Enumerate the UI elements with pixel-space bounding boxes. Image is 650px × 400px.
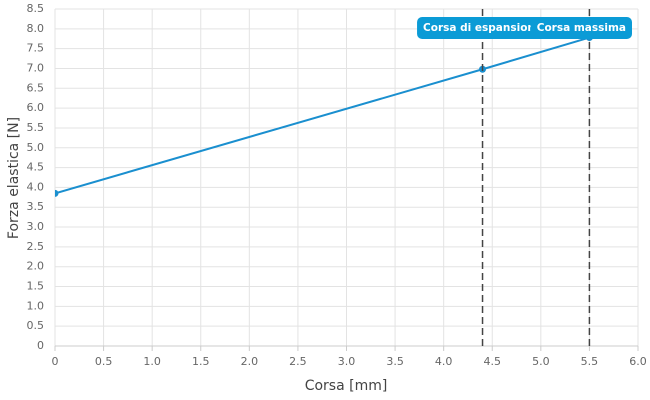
y-tick-label: 2.5 [27,240,45,253]
x-tick-label: 2.5 [289,355,307,368]
y-tick-label: 4.0 [27,180,45,193]
data-line [55,36,590,195]
y-tick-label: 5.0 [27,141,45,154]
y-tick-label: 0 [37,339,44,352]
x-tick-label: 5.0 [532,355,550,368]
x-tick-label: 6.0 [629,355,647,368]
y-tick-label: 5.5 [27,121,45,134]
data-point [55,189,59,197]
x-tick-label: 4.5 [484,355,502,368]
y-tick-label: 6.5 [27,81,45,94]
y-axis-title: Forza elastica [N] [6,117,22,239]
annotation-box [530,17,632,39]
x-axis-title: Corsa [mm] [305,378,388,394]
x-tick-label: 0.5 [95,355,113,368]
y-tick-label: 7.5 [27,42,45,55]
y-tick-label: 6.0 [27,101,45,114]
y-tick-label: 8.5 [27,2,45,15]
annotation-text: Corsa massima [537,22,626,34]
x-tick-label: 4.0 [435,355,453,368]
x-tick-label: 5.5 [581,355,599,368]
x-tick-label: 0 [52,355,59,368]
x-tick-label: 1.5 [192,355,210,368]
x-tick-label: 1.0 [143,355,161,368]
y-tick-label: 3.0 [27,220,45,233]
y-tick-label: 7.0 [27,61,45,74]
y-tick-label: 1.5 [27,280,45,293]
x-tick-label: 3.0 [338,355,356,368]
y-tick-label: 4.5 [27,161,45,174]
y-tick-label: 3.5 [27,200,45,213]
annotation-text: Corsa di espansione [423,22,542,34]
annotation-label: Corsa massima [530,17,632,39]
annotation-label: Corsa di espansione [417,17,549,39]
annotation-box [417,17,549,39]
y-tick-label: 1.0 [27,299,45,312]
y-tick-label: 2.0 [27,260,45,273]
y-tick-label: 0.5 [27,319,45,332]
x-tick-label: 2.0 [241,355,259,368]
x-tick-label: 3.5 [386,355,404,368]
y-tick-label: 8.0 [27,22,45,35]
